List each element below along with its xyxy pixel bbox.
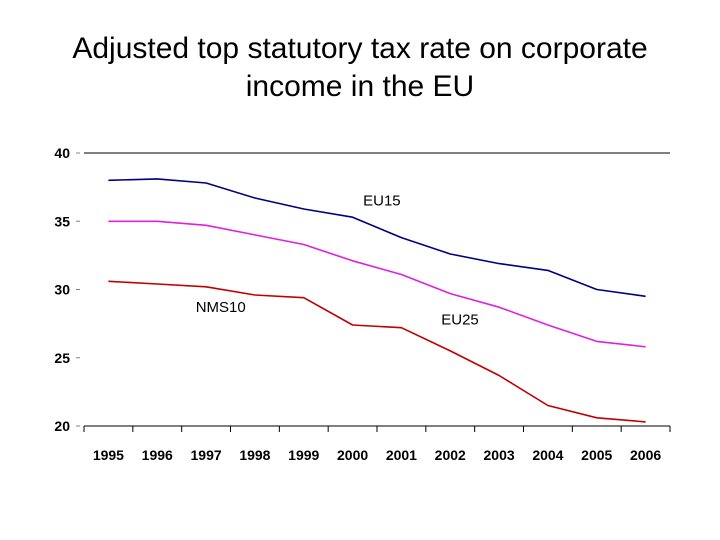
x-tick-label-1998: 1998 [239,447,270,463]
x-tick-label-1997: 1997 [191,447,222,463]
chart-title: Adjusted top statutory tax rate on corpo… [0,30,720,106]
x-tick-label-2001: 2001 [386,447,417,463]
series-line-nms10 [108,280,646,423]
y-tick-label-35: 35 [54,213,70,229]
x-tick-label-1999: 1999 [288,447,319,463]
series-line-eu15 [108,178,646,298]
x-tick-label-2004: 2004 [532,447,563,463]
y-tick-label-30: 30 [54,282,70,298]
series-label-eu25: EU25 [441,311,479,328]
x-tick-label-2005: 2005 [581,447,612,463]
x-tick-label-2003: 2003 [484,447,515,463]
chart-title-line-2: income in the EU [245,70,475,103]
series-label-nms10: NMS10 [196,299,246,316]
x-tick-label-2002: 2002 [435,447,466,463]
x-tick-label-1995: 1995 [93,447,124,463]
series-label-eu15: EU15 [363,192,401,209]
x-tick-label-2000: 2000 [337,447,368,463]
x-tick-label-2006: 2006 [630,447,661,463]
y-tick-label-25: 25 [54,350,70,366]
series-line-eu25 [108,220,646,348]
x-tick-label-1996: 1996 [142,447,173,463]
chart-title-line-1: Adjusted top statutory tax rate on corpo… [72,32,648,65]
y-tick-label-20: 20 [54,418,70,434]
y-tick-label-40: 40 [54,145,70,161]
